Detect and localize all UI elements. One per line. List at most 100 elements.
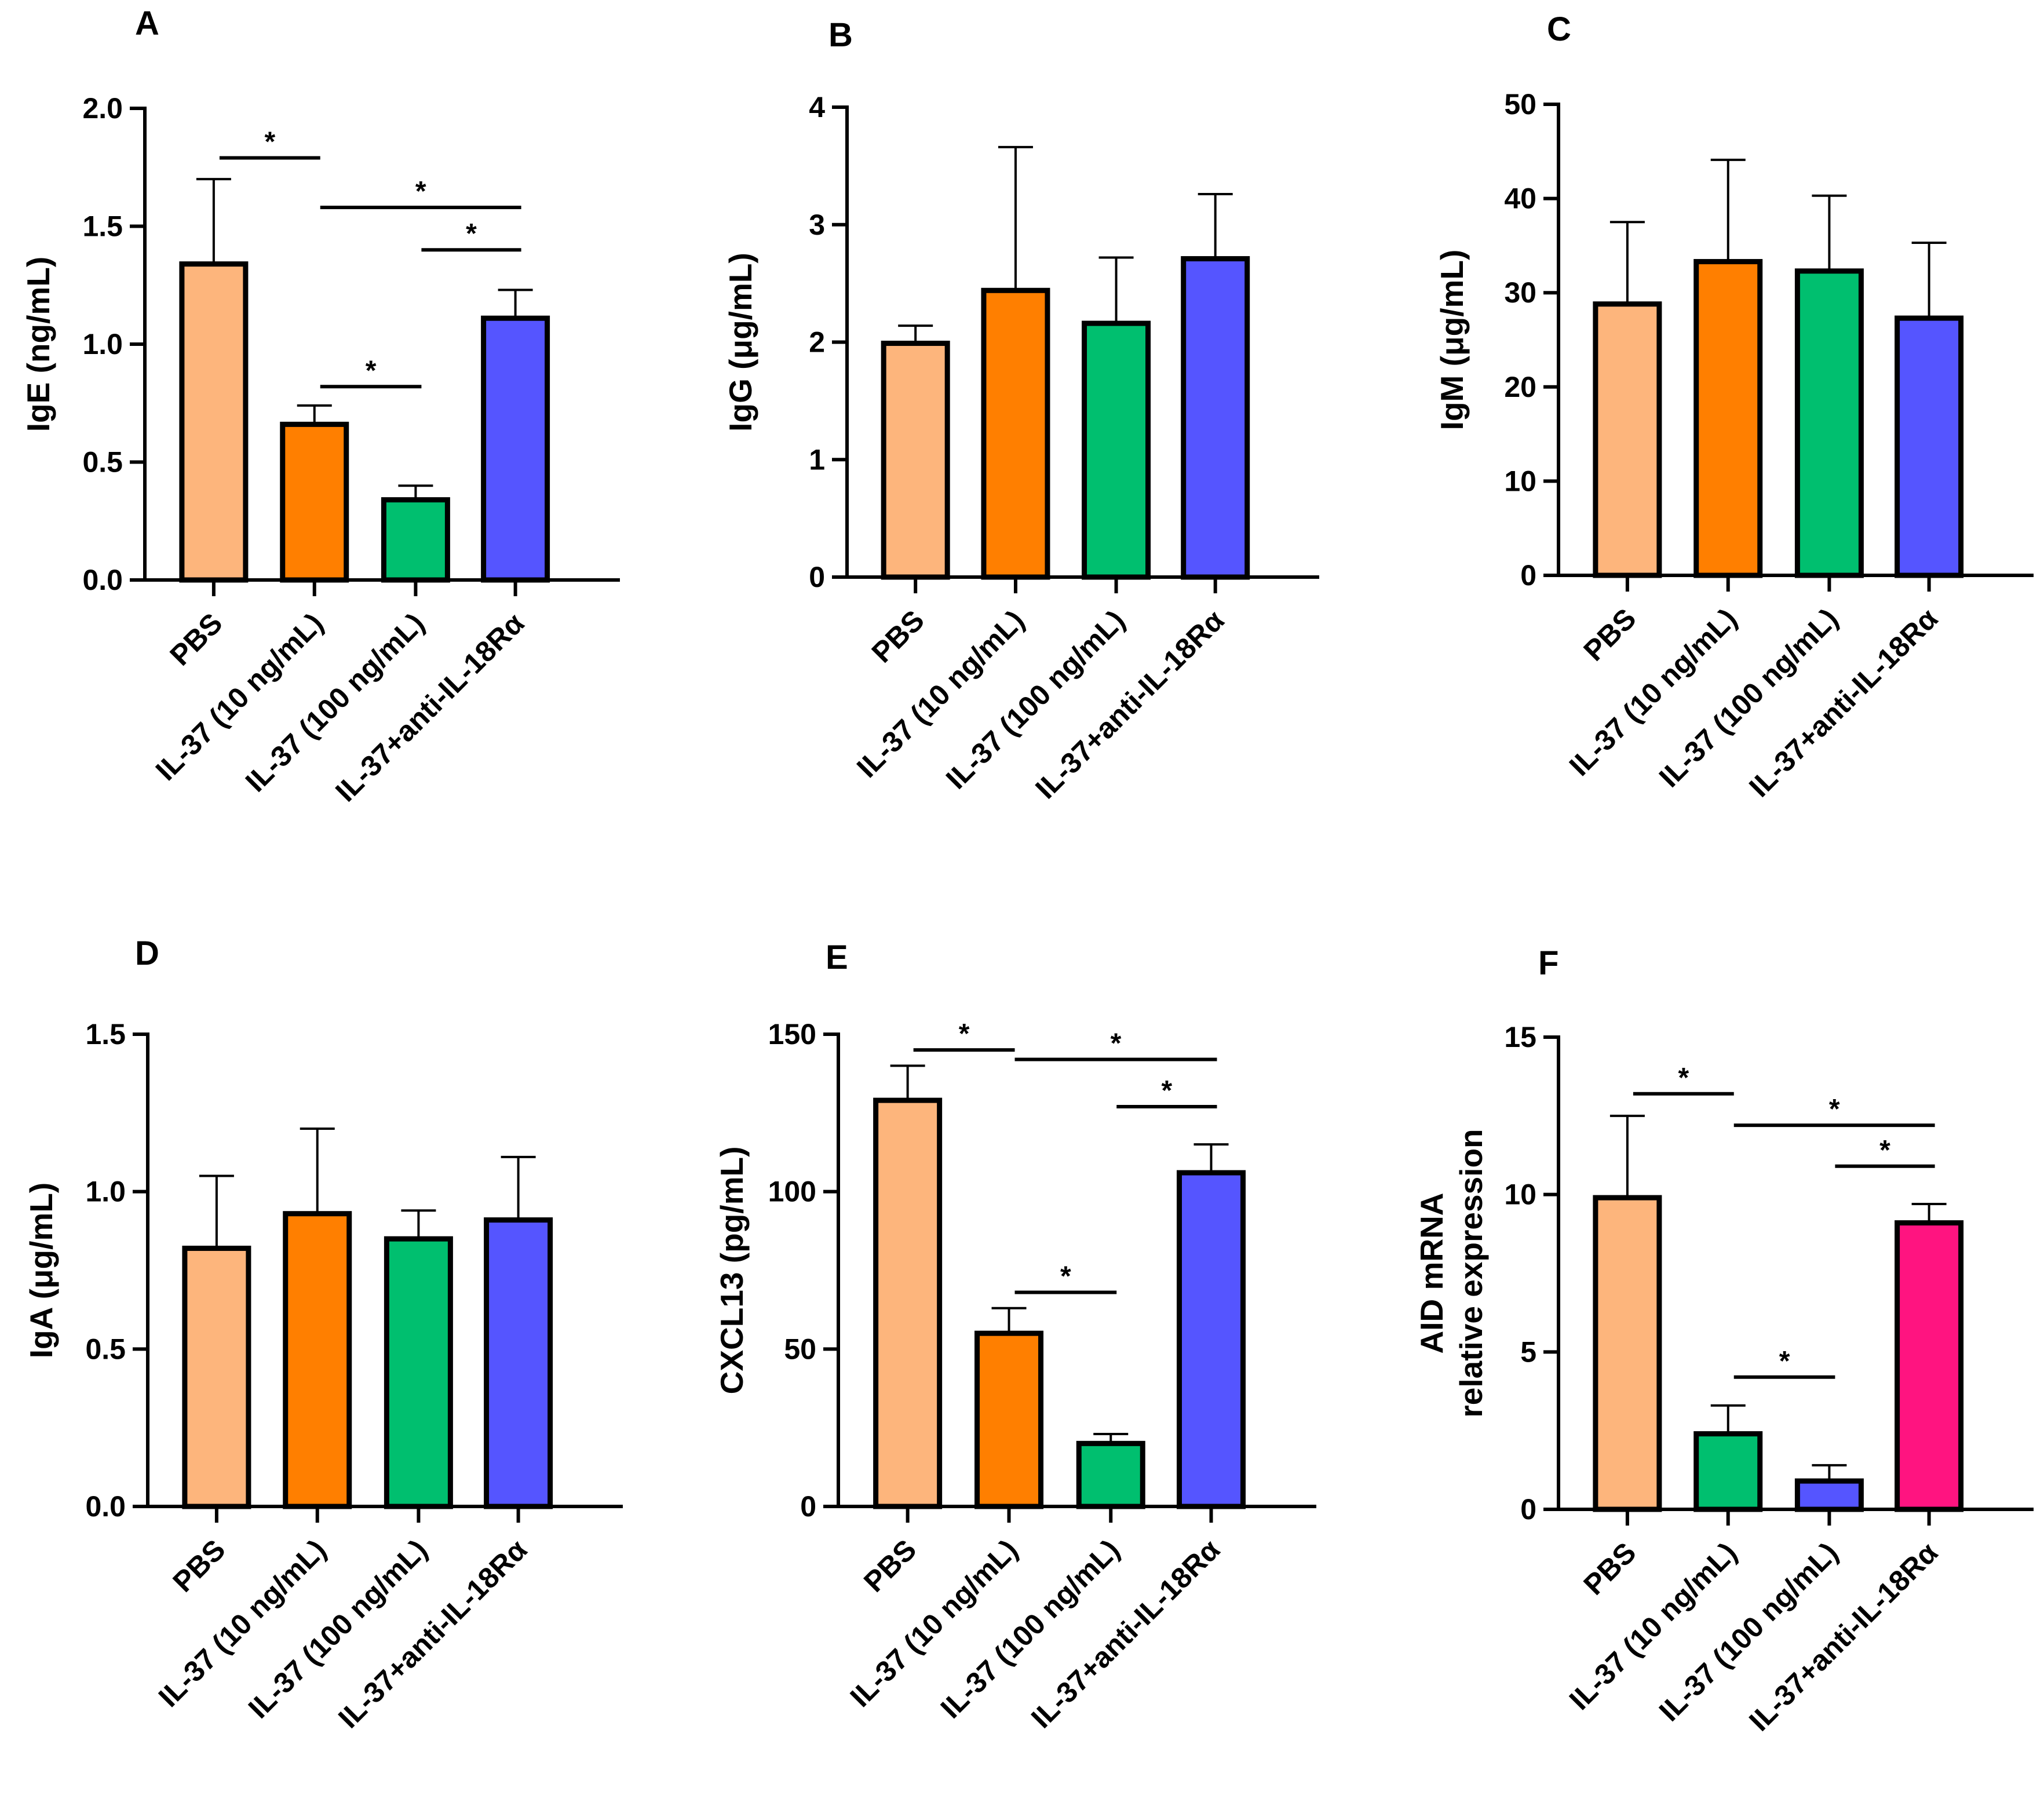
y-axis-label: relative expression <box>1453 1129 1489 1417</box>
x-tick-label: IL-37+anti-IL-18Rα <box>329 607 530 808</box>
bar-2 <box>1693 259 1763 578</box>
x-tick-label: IL-37 (100 ng/mL) <box>935 1533 1126 1724</box>
x-tick-label: IL-37 (100 ng/mL) <box>940 604 1131 795</box>
y-tick-label: 30 <box>1504 276 1536 309</box>
x-tick-label: IL-37 (100 ng/mL) <box>1653 602 1844 793</box>
y-tick-label: 0.5 <box>85 1333 126 1365</box>
significance-star: * <box>1678 1063 1689 1093</box>
bar-2 <box>283 1211 352 1509</box>
x-tick-label: PBS <box>857 1533 922 1598</box>
x-tick-label: PBS <box>166 1533 231 1598</box>
y-tick-label: 40 <box>1504 183 1536 215</box>
y-tick-label: 100 <box>768 1176 816 1208</box>
y-tick-label: 1.0 <box>85 1176 126 1208</box>
bar-2 <box>981 287 1050 580</box>
y-axis-label: IgG (μg/mL) <box>722 253 758 432</box>
panel-letter: D <box>135 935 159 972</box>
bar-3 <box>1794 1478 1864 1512</box>
x-tick-label: PBS <box>1577 602 1642 667</box>
y-tick-label: 1.5 <box>85 1018 126 1050</box>
y-tick-label: 5 <box>1520 1336 1536 1368</box>
y-tick-label: 1.5 <box>82 210 123 243</box>
x-tick-label: PBS <box>866 604 930 669</box>
x-tick-label: IL-37+anti-IL-18Rα <box>332 1533 533 1734</box>
x-tick-label: IL-37 (100 ng/mL) <box>1653 1536 1844 1727</box>
panel-letter: B <box>828 16 853 54</box>
x-tick-label: PBS <box>163 607 228 672</box>
x-tick-label: IL-37+anti-IL-18Rα <box>1025 1533 1226 1734</box>
y-tick-label: 150 <box>768 1018 816 1050</box>
panel-letter: E <box>826 939 848 976</box>
bar-1 <box>881 341 950 580</box>
panel-letter: A <box>135 5 159 42</box>
y-tick-label: 10 <box>1504 465 1536 497</box>
x-tick-label: IL-37 (10 ng/mL) <box>1563 1536 1743 1716</box>
bar-2 <box>280 421 349 583</box>
bar-3 <box>1076 1440 1145 1509</box>
panel-letter: C <box>1547 10 1571 48</box>
x-tick-label: IL-37 (100 ng/mL) <box>239 607 430 798</box>
panel-letter: F <box>1538 944 1558 982</box>
bar-3 <box>384 1236 453 1509</box>
bar-1 <box>1593 301 1662 578</box>
x-tick-label: IL-37+anti-IL-18Rα <box>1743 602 1944 803</box>
y-axis-label: IgE (ng/mL) <box>20 257 56 432</box>
x-tick-label: IL-37+anti-IL-18Rα <box>1743 1536 1944 1737</box>
bar-3 <box>1082 320 1151 580</box>
bar-4 <box>484 1217 553 1509</box>
x-tick-label: IL-37 (10 ng/mL) <box>851 604 1031 784</box>
y-tick-label: 0.0 <box>82 564 123 596</box>
y-tick-label: 4 <box>809 91 825 123</box>
y-axis-label: IgA (μg/mL) <box>23 1183 59 1359</box>
y-tick-label: 10 <box>1504 1179 1536 1211</box>
y-tick-label: 0.5 <box>82 446 123 479</box>
x-tick-label: IL-37 (10 ng/mL) <box>1563 602 1743 782</box>
x-tick-label: IL-37 (100 ng/mL) <box>242 1533 433 1724</box>
significance-star: * <box>1060 1261 1071 1292</box>
bar-4 <box>1895 315 1964 578</box>
x-tick-label: IL-37 (10 ng/mL) <box>149 607 330 787</box>
y-axis-label: CXCL13 (pg/mL) <box>714 1147 750 1395</box>
y-axis-label: IgM (μg/mL) <box>1434 250 1470 430</box>
y-tick-label: 3 <box>809 209 825 241</box>
bar-1 <box>1593 1195 1662 1512</box>
y-tick-label: 1.0 <box>82 328 123 360</box>
bar-4 <box>1895 1220 1964 1512</box>
y-tick-label: 15 <box>1504 1021 1536 1053</box>
bar-2 <box>974 1330 1044 1509</box>
significance-star: * <box>264 126 275 157</box>
bar-1 <box>179 261 249 583</box>
y-tick-label: 0 <box>1520 559 1536 592</box>
bar-4 <box>1177 1170 1246 1509</box>
bar-1 <box>182 1245 251 1509</box>
significance-star: * <box>366 355 377 386</box>
y-tick-label: 0 <box>800 1490 816 1523</box>
y-tick-label: 50 <box>784 1333 816 1365</box>
y-tick-label: 0 <box>809 561 825 593</box>
significance-star: * <box>1779 1346 1790 1377</box>
y-tick-label: 0.0 <box>85 1490 126 1523</box>
bar-4 <box>481 315 550 583</box>
y-tick-label: 2.0 <box>82 92 123 125</box>
bar-3 <box>381 497 450 583</box>
significance-star: * <box>415 176 426 207</box>
y-tick-label: 0 <box>1520 1493 1536 1526</box>
significance-star: * <box>1111 1028 1122 1059</box>
y-tick-label: 20 <box>1504 371 1536 403</box>
significance-star: * <box>959 1019 970 1049</box>
bar-4 <box>1181 256 1250 580</box>
significance-star: * <box>1829 1094 1840 1125</box>
y-tick-label: 1 <box>809 443 825 476</box>
x-tick-label: IL-37+anti-IL-18Rα <box>1029 604 1230 805</box>
significance-star: * <box>1162 1075 1173 1106</box>
significance-star: * <box>1879 1135 1890 1166</box>
bar-1 <box>873 1097 943 1509</box>
x-tick-label: PBS <box>1577 1536 1642 1601</box>
